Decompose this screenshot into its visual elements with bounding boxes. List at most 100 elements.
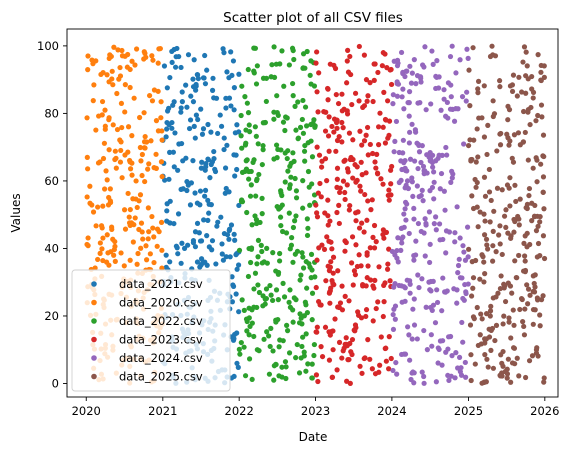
point-series-2: [121, 207, 128, 213]
point-series-5: [405, 185, 411, 192]
point-series-5: [464, 89, 470, 95]
legend-marker: [91, 355, 97, 361]
point-series-4: [378, 334, 384, 340]
point-series-4: [359, 370, 365, 376]
point-series-2: [136, 198, 142, 204]
point-series-4: [347, 53, 353, 60]
point-series-3: [283, 230, 290, 236]
point-series-5: [392, 316, 398, 322]
point-series-3: [248, 259, 254, 266]
point-series-1: [212, 168, 219, 175]
point-series-3: [290, 259, 296, 265]
point-series-3: [251, 286, 257, 292]
axes-frame: [66, 28, 559, 398]
point-series-5: [400, 137, 406, 143]
point-series-1: [234, 122, 240, 128]
point-series-5: [418, 79, 424, 85]
point-series-2: [103, 168, 109, 174]
point-series-5: [438, 170, 445, 177]
point-series-4: [383, 345, 389, 351]
point-series-4: [365, 337, 371, 343]
point-series-4: [356, 43, 362, 50]
point-series-3: [266, 371, 273, 377]
point-series-3: [286, 62, 292, 68]
point-series-6: [535, 52, 541, 58]
point-series-2: [132, 215, 138, 221]
point-series-3: [264, 245, 270, 251]
point-series-1: [218, 214, 224, 220]
point-series-6: [514, 355, 520, 361]
point-series-5: [421, 171, 427, 177]
point-series-5: [396, 179, 402, 186]
point-series-4: [381, 89, 387, 95]
point-series-1: [193, 83, 199, 89]
point-series-1: [230, 282, 236, 288]
point-series-6: [477, 276, 483, 282]
point-series-3: [278, 222, 284, 229]
point-series-2: [118, 139, 124, 145]
point-series-3: [243, 140, 249, 146]
point-series-1: [191, 57, 197, 63]
point-series-4: [380, 313, 386, 320]
point-series-1: [201, 217, 207, 223]
point-series-6: [497, 223, 503, 229]
point-series-1: [223, 254, 229, 260]
point-series-6: [468, 352, 474, 358]
point-series-2: [112, 258, 118, 264]
point-series-3: [279, 192, 285, 199]
point-series-5: [449, 43, 455, 49]
point-series-6: [539, 114, 545, 120]
point-series-1: [173, 243, 179, 249]
point-series-4: [342, 248, 348, 254]
point-series-3: [261, 336, 267, 342]
point-series-6: [508, 379, 514, 385]
point-series-3: [288, 160, 294, 166]
point-series-4: [336, 220, 342, 227]
point-series-2: [157, 45, 163, 52]
point-series-2: [139, 172, 145, 179]
point-series-4: [350, 137, 356, 143]
point-series-5: [446, 334, 452, 340]
point-series-6: [479, 252, 485, 258]
point-series-5: [402, 199, 409, 205]
point-series-1: [171, 99, 177, 105]
point-series-4: [357, 183, 363, 189]
y-axis-ticks: 0 20 40 60 80 100: [37, 39, 67, 390]
point-series-4: [367, 80, 373, 86]
point-series-4: [342, 196, 348, 203]
point-series-6: [474, 204, 480, 210]
point-series-5: [409, 336, 415, 342]
point-series-6: [488, 197, 494, 204]
point-series-6: [488, 347, 494, 353]
point-series-6: [522, 306, 528, 312]
point-series-3: [281, 83, 287, 89]
point-series-2: [122, 152, 128, 158]
point-series-2: [135, 250, 141, 257]
point-series-3: [300, 51, 307, 57]
point-series-3: [239, 83, 245, 89]
point-series-5: [440, 236, 446, 243]
point-series-3: [290, 319, 296, 325]
point-series-2: [115, 47, 121, 53]
point-series-1: [195, 116, 201, 123]
point-series-4: [370, 234, 376, 240]
point-series-2: [137, 114, 143, 121]
point-series-4: [327, 61, 333, 67]
point-series-1: [172, 130, 178, 136]
point-series-5: [435, 360, 441, 366]
point-series-6: [534, 295, 540, 301]
point-series-2: [105, 250, 111, 256]
point-series-3: [244, 100, 250, 106]
point-series-1: [179, 99, 185, 105]
point-series-5: [393, 359, 399, 366]
point-series-2: [126, 214, 132, 220]
point-series-4: [372, 159, 378, 165]
point-series-3: [244, 209, 250, 216]
point-series-3: [238, 133, 244, 139]
point-series-6: [490, 228, 496, 234]
point-series-3: [293, 195, 300, 201]
point-series-3: [255, 141, 261, 147]
point-series-4: [375, 299, 381, 305]
point-series-6: [525, 286, 532, 292]
point-series-4: [353, 242, 359, 248]
